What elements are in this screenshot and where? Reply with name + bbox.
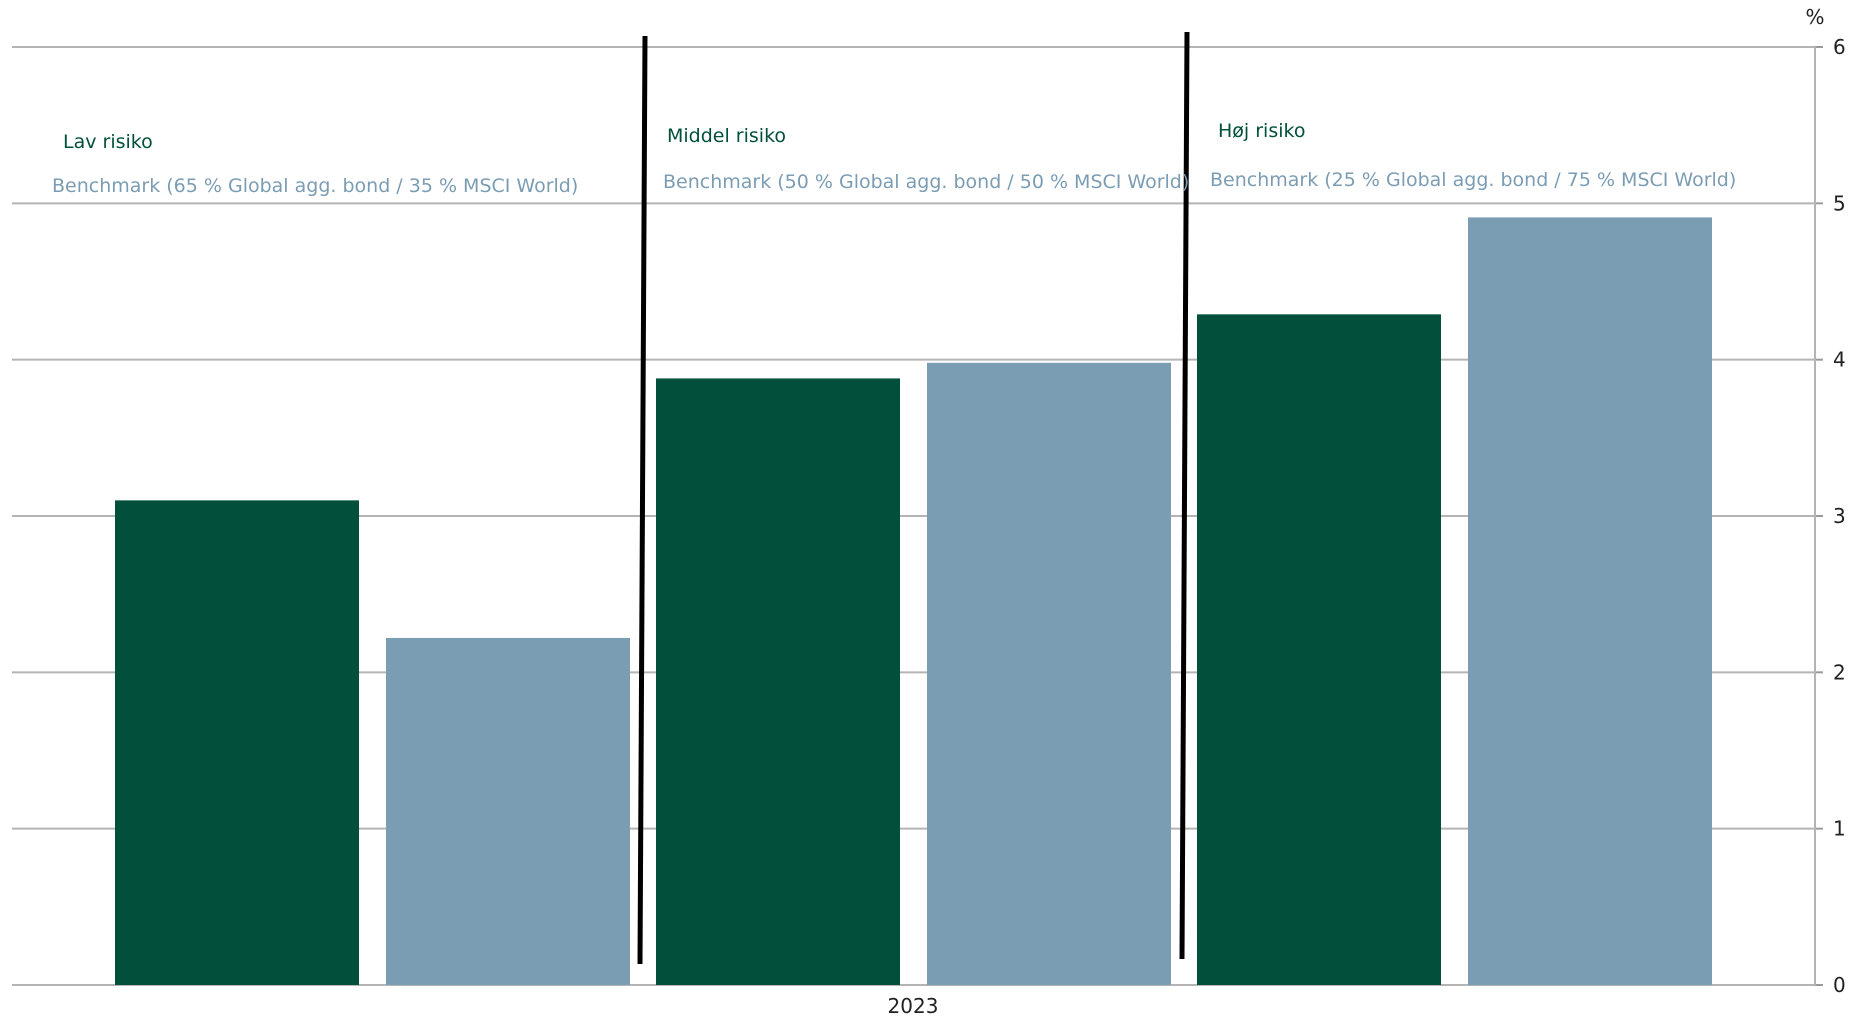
y-tick-label-5: 5: [1833, 191, 1846, 215]
bar-2-benchmark: [927, 362, 1171, 985]
y-tick-label-6: 6: [1833, 35, 1846, 59]
y-tick-label-4: 4: [1833, 348, 1846, 372]
y-axis-unit-label: %: [1805, 5, 1824, 29]
group-dividers: [637, 31, 1190, 965]
y-tick-label-0: 0: [1833, 973, 1846, 997]
benchmark-label-1: Benchmark (65 % Global agg. bond / 35 % …: [52, 175, 578, 197]
y-axis: 0 1 2 3 4 5 6: [1814, 35, 1846, 997]
bar-3-benchmark: [1468, 217, 1712, 986]
group-labels: Lav risiko Benchmark (65 % Global agg. bo…: [52, 120, 1736, 197]
group-title-1: Lav risiko: [63, 131, 153, 153]
bars: [115, 217, 1712, 986]
group-title-2: Middel risiko: [667, 125, 786, 147]
x-category-label: 2023: [888, 994, 939, 1018]
bar-1-benchmark: [386, 637, 630, 985]
bar-1-portfolio: [115, 500, 359, 985]
group-divider-2: [1179, 31, 1190, 960]
bar-2-portfolio: [656, 378, 900, 986]
bar-3-portfolio: [1197, 314, 1441, 986]
y-tick-label-2: 2: [1833, 660, 1846, 684]
group-title-3: Høj risiko: [1218, 120, 1305, 142]
y-tick-label-1: 1: [1833, 817, 1846, 841]
benchmark-label-3: Benchmark (25 % Global agg. bond / 75 % …: [1210, 169, 1736, 191]
group-divider-1: [637, 35, 648, 965]
y-tick-label-3: 3: [1833, 504, 1846, 528]
benchmark-label-2: Benchmark (50 % Global agg. bond / 50 % …: [663, 171, 1189, 193]
